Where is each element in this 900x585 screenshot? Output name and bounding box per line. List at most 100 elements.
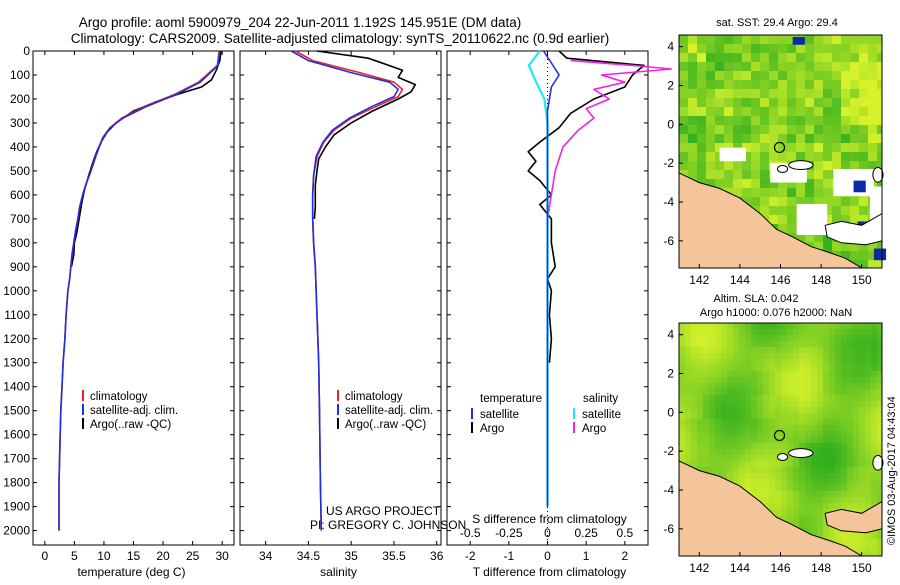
m-sla-cell [823, 431, 829, 437]
data-marker-square [853, 180, 866, 193]
m-sst-cell [679, 152, 688, 161]
m-sla-cell [757, 323, 763, 329]
m-sla-cell [781, 497, 787, 503]
m-sst-cell [679, 62, 688, 71]
m-sst-cell [805, 98, 814, 107]
m-sla-cell [841, 497, 847, 503]
m-sst-cell [778, 89, 787, 98]
m-sst-cell [814, 116, 823, 125]
m-sst-cell [706, 44, 715, 53]
m-sla-cell [793, 479, 799, 485]
m-sst-cell [769, 215, 778, 224]
m-sla-cell [877, 377, 882, 383]
m-sla-cell [817, 431, 823, 437]
m-sla-cell [697, 371, 703, 377]
m-sla-cell [763, 353, 769, 359]
m-sst-cell [877, 143, 882, 152]
m-sla-cell [877, 431, 882, 437]
m-sla-cell [691, 383, 697, 389]
m-sst-cell [778, 62, 787, 71]
m-sla-cell [841, 539, 847, 545]
m-sla-cell [733, 323, 739, 329]
m-sst-cell [868, 80, 877, 89]
m-sst-cell [769, 80, 778, 89]
m-sla-cell [769, 353, 775, 359]
m-sst-cell [724, 161, 733, 170]
m-sla-cell [817, 473, 823, 479]
m-sla-cell [709, 365, 715, 371]
m-sst-cell [715, 143, 724, 152]
m-sla-cell [871, 413, 877, 419]
m-sst-cell [877, 89, 882, 98]
m-sst-cell [823, 62, 832, 71]
m-sst-cell [832, 197, 841, 206]
m-sla-cell [781, 377, 787, 383]
m-sla-cell [703, 365, 709, 371]
m-sst-cell [850, 215, 859, 224]
m-sla-cell [823, 527, 829, 533]
m-sst-cell [805, 170, 814, 179]
m-sla-cell [841, 395, 847, 401]
m-sla-cell [859, 467, 865, 473]
m-sla-cell [763, 383, 769, 389]
m-sla-cell [775, 425, 781, 431]
m-sla-cell [799, 347, 805, 353]
argo-float-position [773, 141, 786, 154]
latitude-tick-label: -2 [663, 444, 674, 458]
m-sst-cell [814, 242, 823, 251]
m-sst-cell [769, 125, 778, 134]
m-sla-cell [727, 389, 733, 395]
m-sla-cell [865, 407, 871, 413]
m-sla-cell [691, 395, 697, 401]
m-sla-cell [877, 353, 882, 359]
m-sla-cell [769, 395, 775, 401]
m-sst-cell [760, 143, 769, 152]
m-sla-cell [829, 419, 835, 425]
m-sla-cell [685, 413, 691, 419]
m-sla-cell [709, 431, 715, 437]
m-sla-cell [793, 389, 799, 395]
m-sla-cell [685, 359, 691, 365]
m-sla-cell [739, 383, 745, 389]
m-sla-cell [781, 371, 787, 377]
m-sla-cell [853, 497, 859, 503]
m-sla-cell [871, 449, 877, 455]
m-sst-cell [823, 215, 832, 224]
m-sla-cell [691, 341, 697, 347]
m-sla-cell [781, 479, 787, 485]
m-sla-cell [679, 443, 685, 449]
m-sla-cell [691, 407, 697, 413]
m-sla-cell [811, 395, 817, 401]
m-sla-cell [847, 329, 853, 335]
m-sla-cell [691, 455, 697, 461]
m-sla-cell [829, 467, 835, 473]
m-sla-cell [685, 353, 691, 359]
small-island [776, 165, 789, 173]
m-sla-cell [859, 485, 865, 491]
m-sst-cell [832, 62, 841, 71]
m-sla-cell [841, 491, 847, 497]
m-sla-cell [727, 323, 733, 329]
m-sla-cell [805, 389, 811, 395]
m-sla-cell [793, 491, 799, 497]
m-sla-cell [733, 473, 739, 479]
m-sla-cell [823, 497, 829, 503]
salinity-legend-label: climatology [345, 391, 403, 403]
m-sla-cell [781, 335, 787, 341]
m-sst-cell [850, 251, 859, 260]
m-sla-cell [817, 467, 823, 473]
m-sla-cell [829, 341, 835, 347]
depth-tick-label: 1400 [3, 380, 30, 394]
m-sla-cell [829, 443, 835, 449]
m-sla-cell [859, 443, 865, 449]
m-sla-cell [769, 407, 775, 413]
m-sst-cell [751, 188, 760, 197]
m-sla-cell [865, 383, 871, 389]
m-sst-cell [796, 116, 805, 125]
m-sla-cell [709, 419, 715, 425]
m-sla-cell [739, 437, 745, 443]
m-sla-cell [829, 323, 835, 329]
m-sst-cell [688, 53, 697, 62]
m-sla-cell [775, 377, 781, 383]
m-sst-cell [859, 35, 868, 44]
